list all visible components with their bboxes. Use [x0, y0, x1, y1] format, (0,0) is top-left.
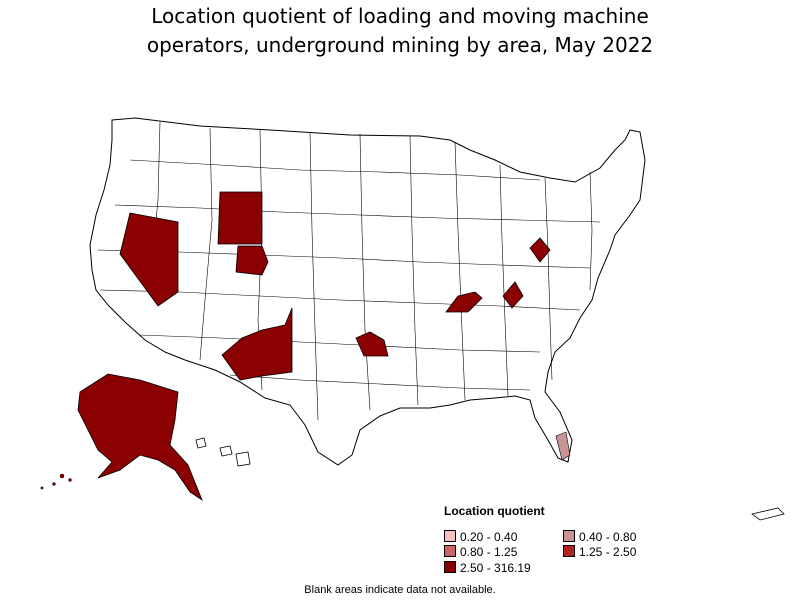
alaska-islands [40, 473, 72, 490]
legend-swatch-3 [444, 545, 456, 557]
area-boundaries [97, 121, 601, 421]
legend-swatch-2 [563, 530, 575, 542]
legend-item-3: 0.80 - 1.25 [444, 545, 517, 559]
area-wyoming-west [217, 191, 263, 245]
legend-swatch-1 [444, 530, 456, 542]
area-nevada-north [119, 212, 179, 307]
area-florida-southeast [555, 431, 571, 461]
highlighted-areas [77, 191, 551, 502]
area-alaska [77, 373, 203, 502]
area-wyoming-northeast [235, 245, 269, 276]
hawaii [195, 437, 251, 467]
area-ohio-east [529, 237, 551, 263]
area-kentucky-west [445, 291, 483, 313]
legend-item-5: 2.50 - 316.19 [444, 561, 531, 575]
area-west-virginia-south [502, 281, 524, 309]
legend-item-1: 0.20 - 0.40 [444, 530, 517, 544]
footnote: Blank areas indicate data not available. [304, 584, 496, 596]
legend-title: Location quotient [444, 504, 545, 518]
legend-item-4: 1.25 - 2.50 [563, 545, 636, 559]
area-new-mexico-southwest [221, 307, 293, 381]
map-title: Location quotient of loading and moving … [0, 2, 800, 60]
area-oklahoma-southeast [355, 331, 389, 357]
puerto-rico [751, 507, 785, 521]
map-title-line-1: Location quotient of loading and moving … [151, 4, 649, 28]
map-title-line-2: operators, underground mining by area, M… [146, 33, 654, 57]
legend-swatch-4 [563, 545, 575, 557]
legend-item-2: 0.40 - 0.80 [563, 530, 636, 544]
legend-swatch-5 [444, 561, 456, 573]
